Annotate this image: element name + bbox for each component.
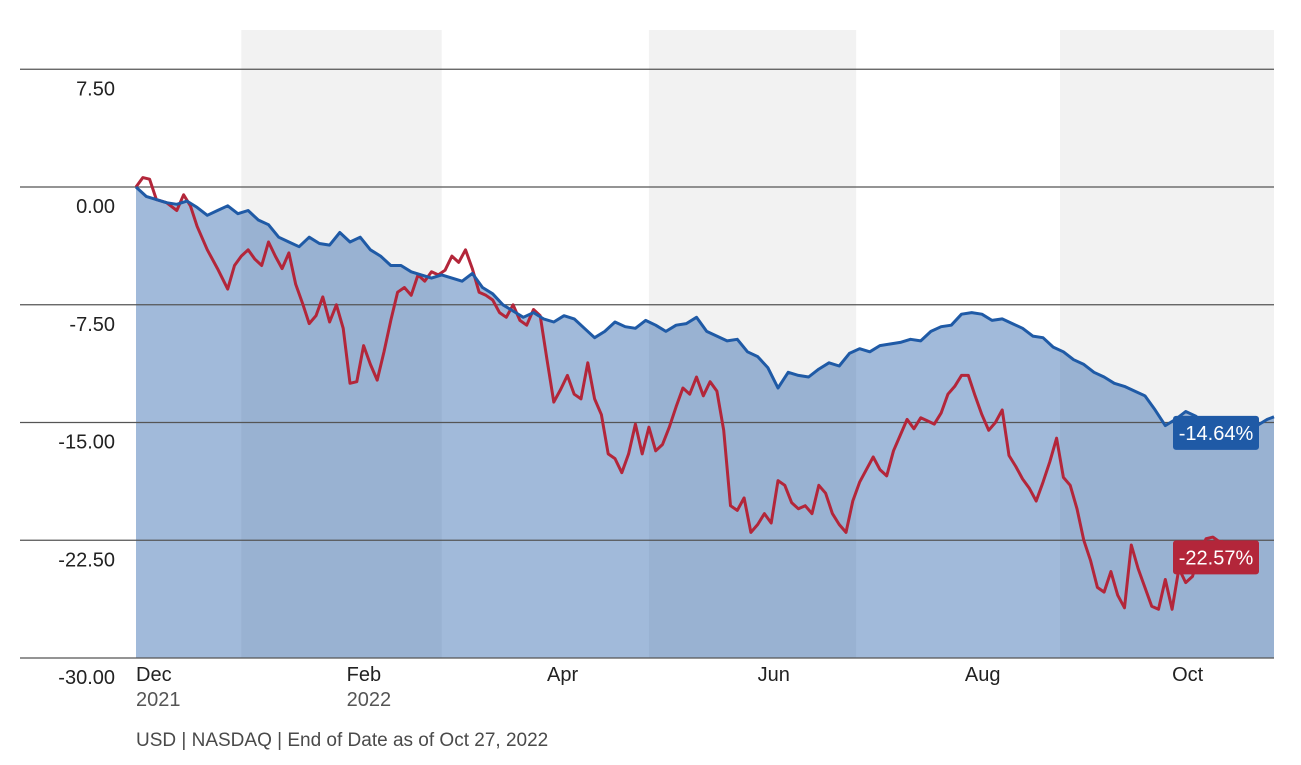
y-tick-label: 7.50: [76, 78, 115, 100]
x-tick-label: Aug: [965, 664, 1001, 686]
x-tick-year: 2021: [136, 689, 181, 711]
end-label-text: -14.64%: [1179, 423, 1254, 445]
x-tick-label: Oct: [1172, 664, 1204, 686]
x-tick-label: Dec: [136, 664, 172, 686]
end-label-badge: [1173, 415, 1259, 450]
x-tick-label: Jun: [758, 664, 790, 686]
gridlines: [20, 68, 1274, 659]
shaded-band: [648, 30, 857, 658]
end-labels: -14.64% -22.57%: [1173, 415, 1259, 575]
x-tick-year: 2022: [347, 689, 392, 711]
chart-footer: USD | NASDAQ | End of Date as of Oct 27,…: [136, 730, 549, 751]
series-line: [134, 176, 1224, 611]
shaded-band: [241, 30, 442, 658]
y-tick-label: -15.00: [58, 432, 115, 454]
end-label-badge: [1173, 540, 1259, 575]
x-tick-label: Apr: [547, 664, 578, 686]
y-tick-label: -30.00: [58, 667, 115, 689]
series-lines: [134, 176, 1275, 611]
end-label-text: -22.57%: [1179, 547, 1254, 569]
x-tick-label: Feb: [347, 664, 381, 686]
y-tick-label: -22.50: [58, 549, 115, 571]
x-axis: Dec 2021 Feb 2022 Apr Jun Aug Oct: [136, 664, 1204, 711]
line-chart: 7.50 0.00 -7.50 -15.00 -22.50 -30.00 Dec 2021 F…: [20, 30, 1275, 711]
series-line: [134, 185, 1275, 432]
y-tick-label: 0.00: [76, 196, 115, 218]
y-tick-label: -7.50: [69, 314, 115, 336]
y-axis: 7.50 0.00 -7.50 -15.00 -22.50 -30.00: [58, 78, 115, 689]
